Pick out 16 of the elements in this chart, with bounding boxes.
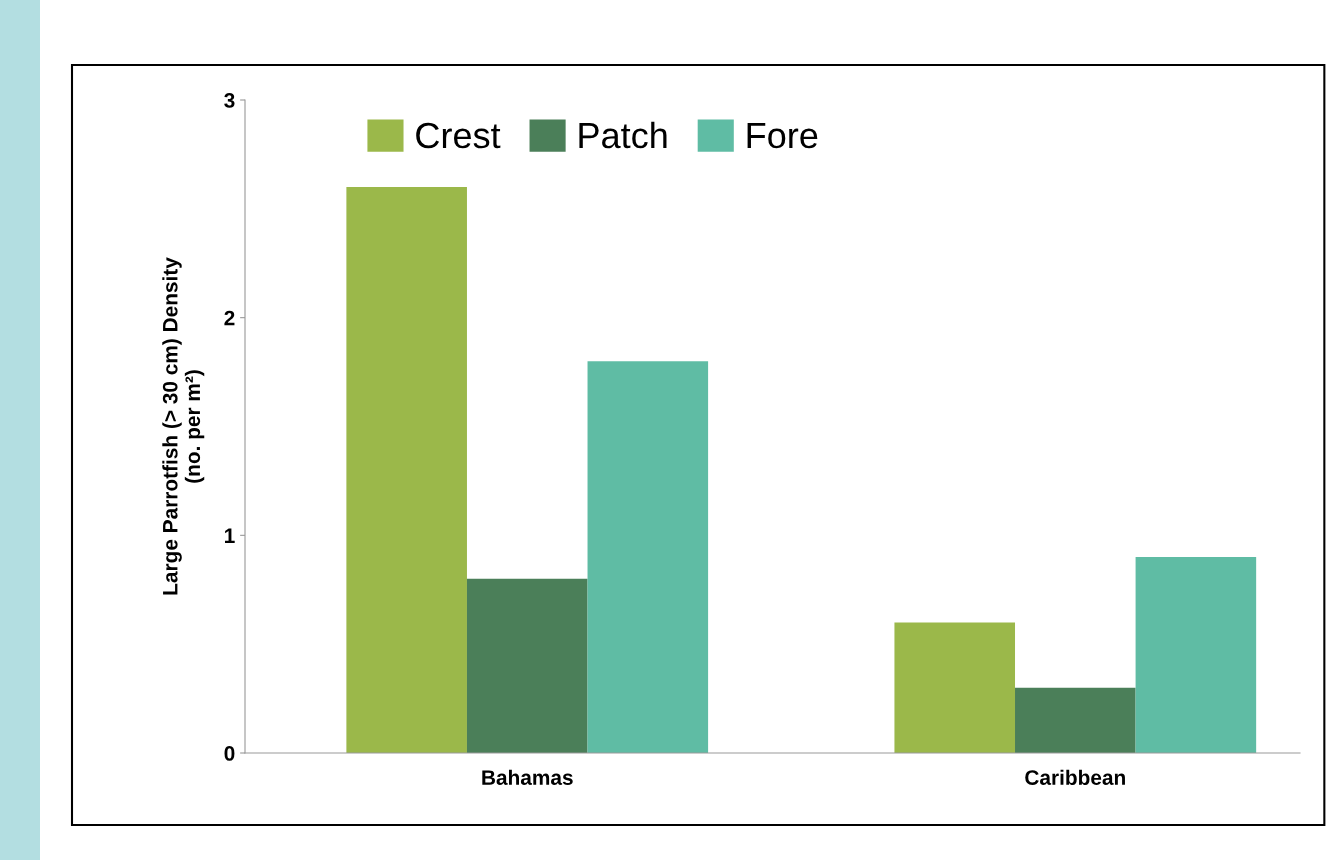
legend-label: Fore xyxy=(747,123,818,149)
y-tick-label: 0 xyxy=(224,746,235,761)
bar xyxy=(346,187,467,753)
x-tick-label: Bahamas xyxy=(482,769,573,785)
legend-label: Patch xyxy=(579,121,667,149)
bar xyxy=(894,622,1016,753)
x-tick-label: Caribbean xyxy=(1025,769,1125,785)
y-tick-label: 3 xyxy=(224,93,235,108)
y-axis-title: Large Parrotfish (> 30 cm) Density (no. per m²) xyxy=(162,257,205,595)
y-tick-label: 1 xyxy=(225,528,235,543)
bar xyxy=(466,578,588,753)
bar xyxy=(587,361,709,753)
bar xyxy=(1135,557,1257,753)
y-tick-label: 2 xyxy=(224,310,235,326)
bar xyxy=(1015,687,1136,753)
legend-label: Crest xyxy=(416,122,501,149)
